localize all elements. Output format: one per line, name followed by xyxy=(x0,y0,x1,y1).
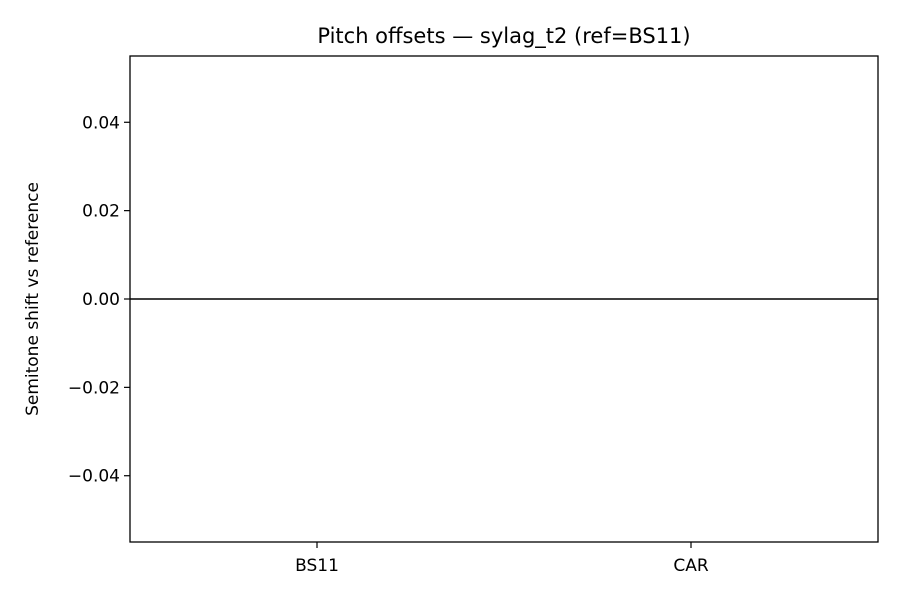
y-tick-label: 0.02 xyxy=(82,202,120,222)
y-tick-label: −0.02 xyxy=(68,378,120,398)
x-tick-label: BS11 xyxy=(295,556,339,576)
y-tick-label: −0.04 xyxy=(68,467,120,487)
y-tick-label: 0.00 xyxy=(82,290,120,310)
y-axis-label: Semitone shift vs reference xyxy=(23,182,43,416)
x-tick-label: CAR xyxy=(673,556,708,576)
y-ticks-layer: 0.04 0.02 0.00 −0.02 −0.04 xyxy=(68,113,130,486)
x-ticks-layer: BS11 CAR xyxy=(295,542,709,576)
chart-title: Pitch offsets — sylag_t2 (ref=BS11) xyxy=(317,24,690,49)
y-tick-label: 0.04 xyxy=(82,113,120,133)
